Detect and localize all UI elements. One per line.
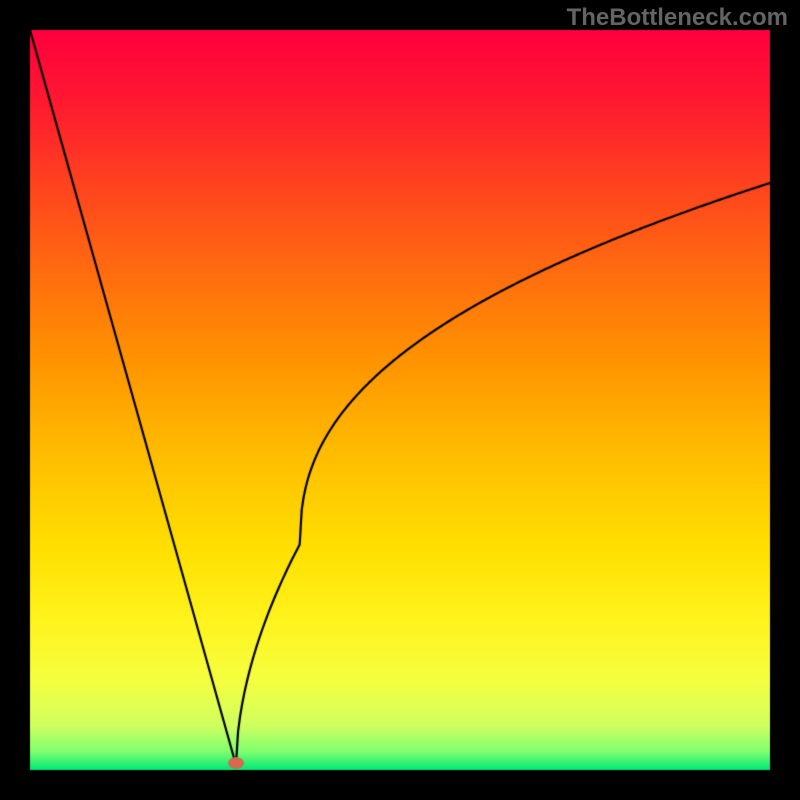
watermark-label: TheBottleneck.com	[567, 4, 788, 32]
bottleneck-chart: TheBottleneck.com	[0, 0, 800, 800]
chart-canvas	[0, 0, 800, 800]
